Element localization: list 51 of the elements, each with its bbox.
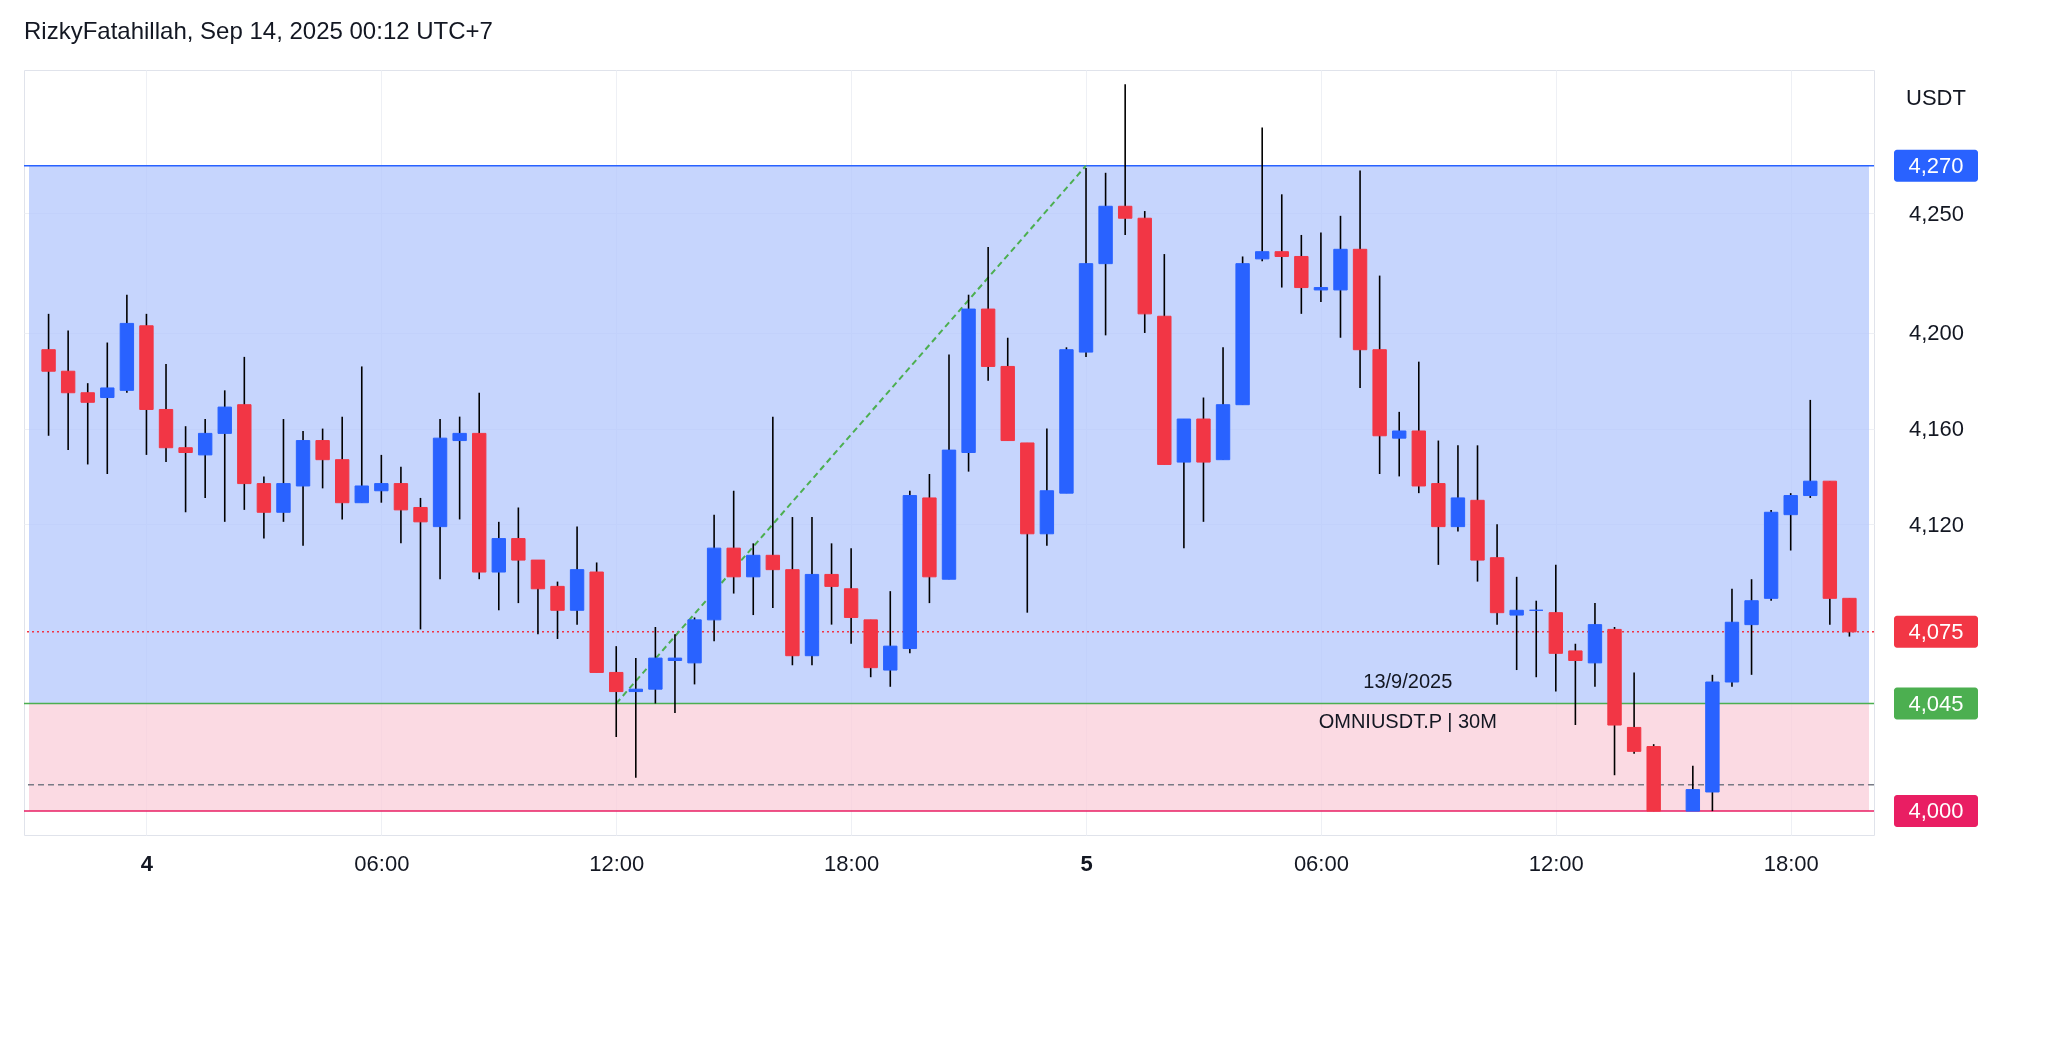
x-tick-label: 5: [1080, 850, 1093, 876]
ref-line-label: 4,000: [1908, 798, 1964, 824]
x-tick-label: 18:00: [1763, 850, 1819, 876]
candlestick: [197, 418, 213, 499]
x-tick-label: 06:00: [354, 850, 410, 876]
candlestick: [1117, 83, 1133, 236]
annotation: OMNIUSDT.P | 30M: [1318, 710, 1497, 732]
candlestick: [354, 365, 369, 504]
x-tick-label: 18:00: [824, 850, 880, 876]
candlestick: [609, 645, 624, 738]
chart-title: RizkyFatahillah, Sep 14, 2025 00:12 UTC+7: [24, 17, 493, 44]
candlestick: [1626, 671, 1642, 755]
candlestick: [1313, 231, 1329, 303]
y-axis-title: USDT: [1906, 85, 1966, 110]
candlestick: [667, 633, 683, 714]
candlestick: [60, 329, 76, 451]
candlestick: [1392, 411, 1407, 478]
candlestick: [452, 415, 467, 521]
candlestick: [413, 497, 428, 631]
y-tick-label: 4,120: [1908, 511, 1965, 537]
candlestick: [883, 590, 898, 688]
candlestick: [1685, 764, 1701, 812]
x-tick-label: 06:00: [1293, 850, 1349, 876]
candlestick: [746, 542, 761, 616]
candlestick: [315, 427, 330, 490]
ref-line-label: 4,075: [1908, 618, 1964, 644]
candlestick: [824, 542, 839, 626]
annotation: 13/9/2025: [1363, 670, 1453, 692]
candlestick: [100, 341, 115, 475]
x-tick-label: 4: [140, 850, 154, 876]
candlestick: [1509, 576, 1524, 671]
candlestick: [1568, 642, 1583, 726]
candlestick: [628, 657, 643, 779]
y-tick-label: 4,200: [1908, 320, 1965, 346]
candlestick: [41, 313, 56, 437]
candlestick: [765, 415, 781, 609]
candlestick: [1274, 193, 1289, 289]
candlestick: [178, 425, 193, 514]
x-tick-label: 12:00: [1528, 850, 1584, 876]
candlestick: [1803, 399, 1818, 499]
candlestick: [374, 454, 389, 504]
ref-line-label: 4,270: [1908, 152, 1964, 178]
ref-line-label: 4,045: [1908, 690, 1964, 716]
y-tick-label: 4,160: [1908, 416, 1965, 442]
candlestick: [1529, 599, 1544, 679]
candlestick: [511, 506, 526, 604]
candlestick: [1744, 578, 1759, 676]
x-tick-label: 12:00: [589, 850, 645, 876]
y-tick-label: 4,250: [1908, 200, 1965, 226]
candlestick: [1783, 492, 1798, 552]
candlestick: [80, 382, 95, 466]
